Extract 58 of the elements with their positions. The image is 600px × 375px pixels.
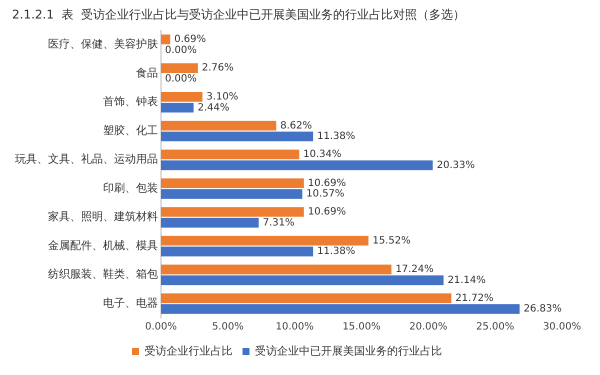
data-label: 8.62% xyxy=(280,120,312,132)
legend-label: 受访企业中已开展美国业务的行业占比 xyxy=(255,344,442,358)
data-label: 0.00% xyxy=(165,74,197,85)
data-label: 21.14% xyxy=(448,274,486,286)
bar xyxy=(161,246,314,256)
bar xyxy=(161,207,304,217)
bar xyxy=(161,34,170,44)
x-tick-label: 30.00% xyxy=(542,322,582,333)
y-tick-label: 玩具、文具、礼品、运动用品 xyxy=(15,152,158,166)
bar xyxy=(161,160,433,170)
y-tick-label: 塑胶、化工 xyxy=(103,124,158,137)
data-label: 10.34% xyxy=(303,149,342,160)
data-label: 17.24% xyxy=(395,264,434,276)
data-label: 11.38% xyxy=(317,246,356,258)
y-tick-label: 首饰、钟表 xyxy=(103,95,158,108)
data-label: 10.69% xyxy=(308,178,346,189)
bar xyxy=(161,275,444,286)
data-label: 26.83% xyxy=(524,304,562,315)
bar xyxy=(161,264,392,274)
data-label: 20.33% xyxy=(436,160,475,171)
x-tick-label: 5.00% xyxy=(212,322,244,333)
y-tick-label: 印刷、包装 xyxy=(103,181,158,194)
bar xyxy=(161,189,302,199)
data-label: 0.69% xyxy=(174,34,206,45)
data-label: 21.72% xyxy=(455,292,494,304)
x-tick-label: 10.00% xyxy=(276,322,314,333)
data-label: 10.69% xyxy=(308,206,346,218)
y-tick-label: 家具、照明、建筑材料 xyxy=(48,210,158,224)
bar xyxy=(161,218,259,228)
data-label: 15.52% xyxy=(372,235,411,246)
x-tick-label: 20.00% xyxy=(409,322,448,333)
bar xyxy=(161,63,198,73)
x-tick-label: 15.00% xyxy=(342,322,381,333)
data-label: 7.31% xyxy=(262,217,294,228)
bar xyxy=(161,132,314,142)
bar xyxy=(161,120,276,131)
x-tick-label: 25.00% xyxy=(476,322,514,333)
y-tick-label: 金属配件、机械、模具 xyxy=(48,238,158,252)
bar xyxy=(161,304,520,314)
x-tick-label: 0.00% xyxy=(145,322,177,333)
bar xyxy=(161,293,452,304)
data-label: 3.10% xyxy=(206,92,238,102)
data-label: 2.44% xyxy=(198,102,230,114)
data-label: 11.38% xyxy=(317,131,356,142)
y-tick-label: 医疗、保健、美容护肤 xyxy=(48,38,158,51)
data-label: 2.76% xyxy=(202,62,234,74)
y-tick-label: 纺织服装、鞋类、箱包 xyxy=(48,268,158,281)
data-label: 0.00% xyxy=(165,44,197,56)
bar xyxy=(161,150,300,160)
y-tick-label: 食品 xyxy=(136,66,158,80)
legend-label: 受访企业行业占比 xyxy=(144,344,232,358)
chart-title: 2.1.2.1 表 受访企业行业占比与受访企业中已开展美国业务的行业占比对照（多选） xyxy=(12,7,466,22)
y-tick-label: 电子、电器 xyxy=(103,296,158,310)
bar xyxy=(161,102,194,113)
data-label: 10.57% xyxy=(306,188,344,200)
bar xyxy=(161,178,304,188)
bar xyxy=(161,92,202,102)
bar xyxy=(161,236,368,246)
